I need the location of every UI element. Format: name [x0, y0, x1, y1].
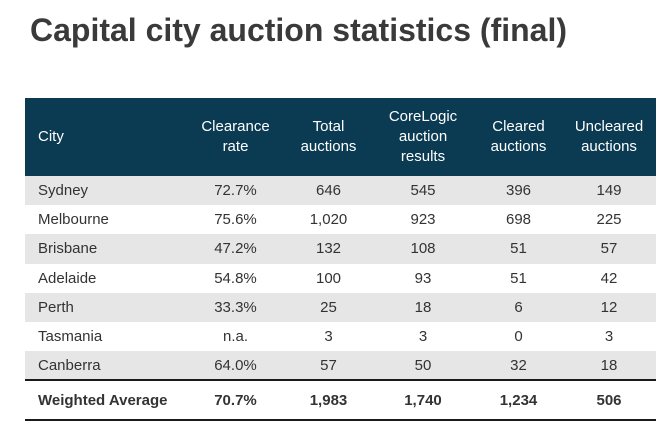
table-row: Sydney 72.7% 646 545 396 149 — [25, 176, 656, 206]
cell-cleared: 51 — [510, 269, 527, 287]
cell-corelogic-results: 18 — [414, 298, 432, 316]
cell-cleared: 32 — [510, 356, 527, 374]
cell-corelogic-results: 3 — [418, 328, 428, 346]
cell-clearance-rate: 75.6% — [214, 211, 257, 229]
cell-corelogic-results: 93 — [414, 269, 432, 287]
cell-uncleared: 149 — [596, 182, 622, 200]
table-row: Brisbane 47.2% 132 108 51 57 — [25, 234, 656, 264]
header-uncleared-auctions: Uncleared auctions — [574, 118, 644, 155]
total-city: Weighted Average — [38, 391, 168, 409]
auction-statistics-table: City Clearance rate Total auctions CoreL… — [25, 98, 656, 421]
cell-total-auctions: 100 — [315, 269, 342, 287]
cell-clearance-rate: n.a. — [222, 328, 249, 346]
page-title: Capital city auction statistics (final) — [30, 12, 567, 48]
cell-clearance-rate: 47.2% — [214, 240, 257, 258]
table-row: Canberra 64.0% 57 50 32 18 — [25, 351, 656, 381]
cell-cleared: 51 — [510, 240, 527, 258]
cell-cleared: 6 — [514, 298, 523, 316]
cell-cleared: 396 — [505, 182, 532, 200]
cell-cleared: 698 — [505, 211, 532, 229]
table-row: Adelaide 54.8% 100 93 51 42 — [25, 263, 656, 293]
table-row: Perth 33.3% 25 18 6 12 — [25, 292, 656, 322]
cell-total-auctions: 132 — [315, 240, 342, 258]
cell-city: Perth — [38, 298, 74, 316]
cell-clearance-rate: 54.8% — [214, 269, 257, 287]
cell-uncleared: 3 — [604, 328, 614, 346]
cell-clearance-rate: 72.7% — [214, 182, 257, 200]
header-city: City — [38, 128, 64, 145]
cell-total-auctions: 3 — [324, 328, 333, 346]
cell-uncleared: 57 — [600, 240, 618, 258]
table-header-row: City Clearance rate Total auctions CoreL… — [25, 98, 656, 176]
cell-city: Brisbane — [38, 240, 98, 258]
weighted-average-row: Weighted Average 70.7% 1,983 1,740 1,234… — [25, 380, 656, 421]
cell-city: Melbourne — [38, 211, 109, 229]
cell-corelogic-results: 545 — [410, 182, 436, 200]
table-row: Melbourne 75.6% 1,020 923 698 225 — [25, 205, 656, 235]
cell-city: Canberra — [38, 356, 101, 374]
cell-clearance-rate: 64.0% — [214, 356, 257, 374]
cell-total-auctions: 57 — [320, 356, 337, 374]
cell-total-auctions: 25 — [320, 298, 337, 316]
cell-corelogic-results: 50 — [414, 356, 432, 374]
header-total-auctions: Total auctions — [300, 118, 357, 155]
cell-city: Adelaide — [38, 269, 97, 287]
total-clearance-rate: 70.7% — [214, 391, 257, 409]
total-total-auctions: 1,983 — [309, 391, 348, 409]
header-corelogic-results: CoreLogic auction results — [388, 108, 458, 165]
total-uncleared: 506 — [596, 391, 622, 409]
total-corelogic-results: 1,740 — [404, 391, 442, 409]
table-row: Tasmania n.a. 3 3 0 3 — [25, 321, 656, 352]
cell-cleared: 0 — [514, 328, 523, 346]
cell-uncleared: 225 — [596, 211, 622, 229]
cell-uncleared: 12 — [600, 298, 618, 316]
cell-total-auctions: 646 — [315, 182, 342, 200]
total-cleared: 1,234 — [499, 391, 538, 409]
cell-total-auctions: 1,020 — [309, 211, 348, 229]
cell-uncleared: 42 — [600, 269, 618, 287]
cell-city: Tasmania — [38, 328, 103, 346]
cell-clearance-rate: 33.3% — [214, 298, 257, 316]
cell-corelogic-results: 923 — [410, 211, 436, 229]
header-cleared-auctions: Cleared auctions — [490, 118, 547, 155]
cell-city: Sydney — [38, 182, 89, 200]
cell-corelogic-results: 108 — [410, 240, 436, 258]
cell-uncleared: 18 — [600, 356, 618, 374]
header-clearance-rate: Clearance rate — [201, 118, 270, 155]
